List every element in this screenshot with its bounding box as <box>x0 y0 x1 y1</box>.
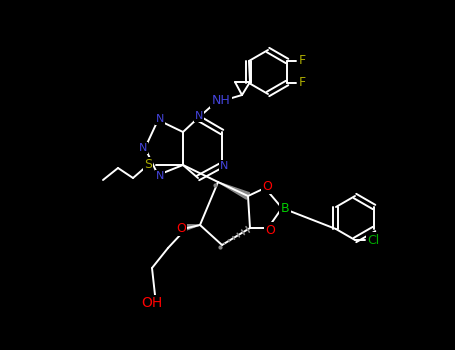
Text: O: O <box>265 224 275 237</box>
Text: N: N <box>220 161 228 171</box>
Text: N: N <box>139 143 147 153</box>
Text: O: O <box>262 180 272 193</box>
Text: NH: NH <box>212 93 230 106</box>
Text: OH: OH <box>142 296 162 310</box>
Text: N: N <box>156 114 164 124</box>
Text: S: S <box>144 159 152 172</box>
Text: F: F <box>298 76 306 89</box>
Text: Cl: Cl <box>367 233 379 246</box>
Text: O: O <box>176 222 186 235</box>
Polygon shape <box>182 225 200 231</box>
Text: N: N <box>195 111 203 121</box>
Text: B: B <box>281 202 289 215</box>
Text: F: F <box>298 54 306 66</box>
Polygon shape <box>218 182 249 199</box>
Text: N: N <box>156 171 164 181</box>
